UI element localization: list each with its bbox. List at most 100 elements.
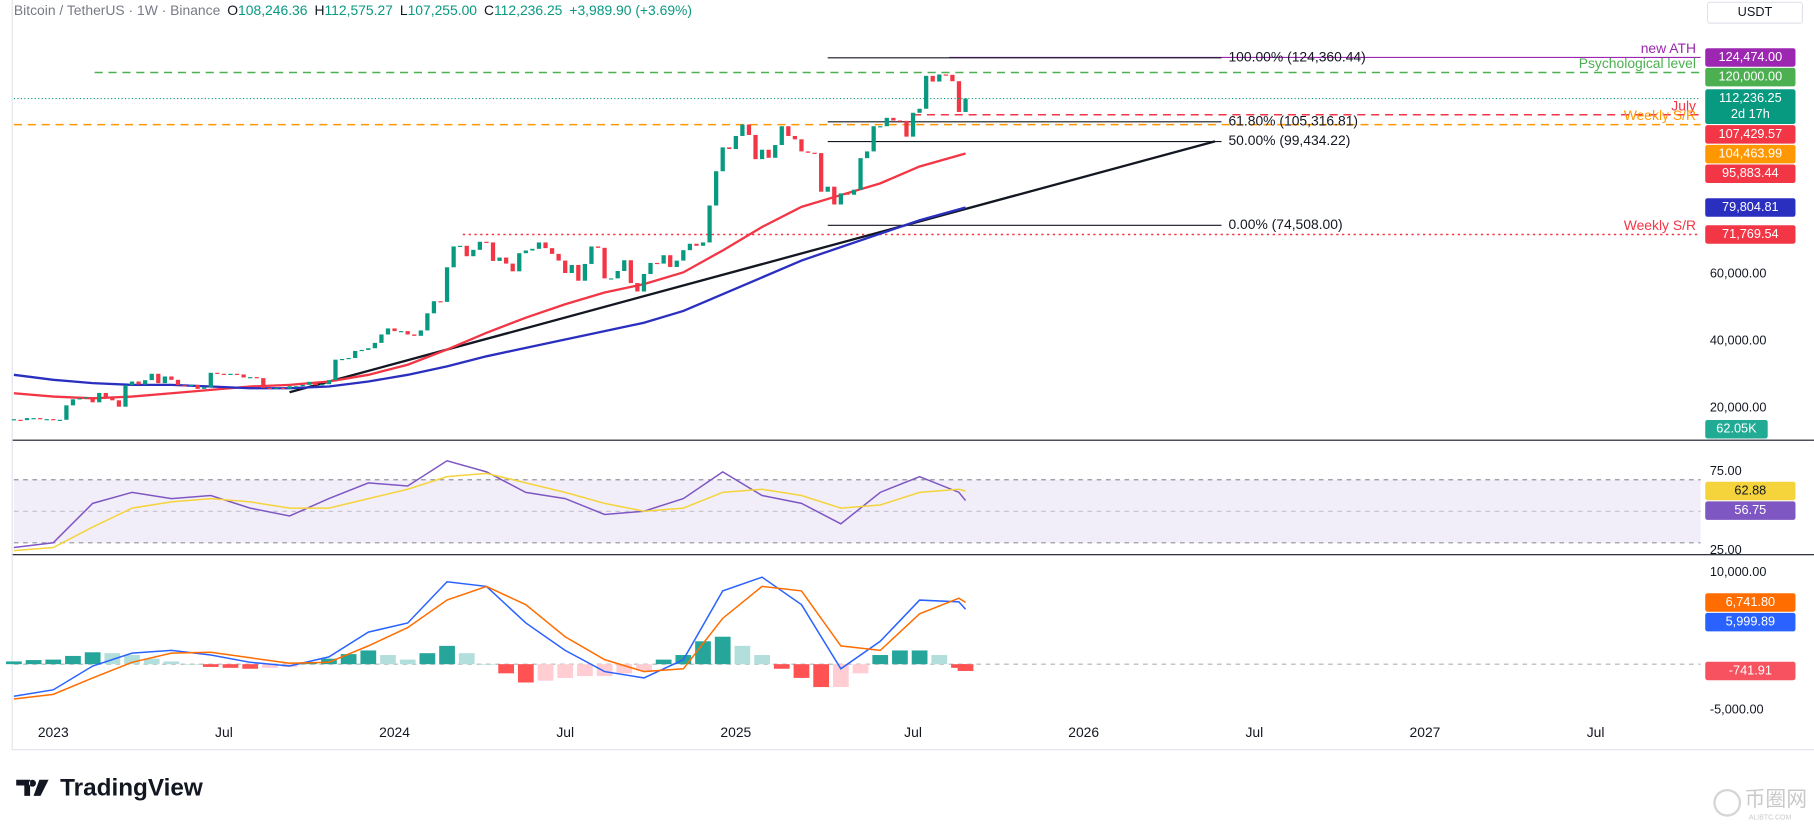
histogram-bar [360,650,377,665]
candle [884,117,889,127]
y-tick-label: 40,000.00 [1710,333,1767,348]
ohlc-value: 112,575.27 [324,2,393,18]
candle [38,418,43,420]
candle [779,126,784,146]
candle [615,270,620,279]
fib-label: 61.80% (105,316.81) [1228,112,1358,128]
watermark-icon [1713,788,1742,817]
candle [280,387,286,390]
candle [208,372,213,388]
candle [543,242,548,249]
candle [556,253,561,261]
price-tag-label: 56.75 [1734,502,1766,517]
ohlc-value: 112,236.25 [494,2,563,18]
fib-label: 0.00% (74,508.00) [1228,216,1342,232]
currency[interactable]: USDT [1738,4,1773,19]
price-tag [1705,198,1796,217]
histogram-bar [832,664,849,688]
change: +3,989.90 (+3.69%) [569,2,692,18]
histogram-bar [616,664,633,674]
price-tag [1705,48,1796,67]
candle [90,397,95,403]
price-tag [1705,612,1796,632]
candle [569,264,574,274]
price-tag-label: 107,429.57 [1719,126,1783,141]
histogram-bar [399,659,416,665]
candle [346,357,351,360]
candle [162,376,167,384]
y-tick-label: 25.00 [1710,542,1742,557]
candle [241,374,246,378]
candle [897,120,903,122]
candle [471,249,476,257]
candle [950,74,955,82]
indicator-line [13,472,966,552]
histogram-bar [695,641,711,665]
candle [18,419,23,421]
histogram-bar [931,655,948,665]
candle [733,135,738,150]
candle [622,260,627,271]
candle [497,257,502,261]
candle [221,373,227,375]
watermark-text: 币圈网 [1745,788,1807,811]
x-tick-label: 2024 [379,724,410,740]
candle [753,134,758,160]
candle [70,399,76,406]
volume-tag [1705,419,1768,439]
histogram-bar [163,661,180,665]
candle [845,193,850,195]
candle [339,358,345,361]
price-tag [1705,164,1796,184]
currency-box[interactable] [1706,1,1803,24]
histogram-bar [537,664,554,681]
candle [786,126,791,136]
candle [930,75,935,82]
ohlc-key: O [227,2,238,18]
price-tag-label: -741.91 [1729,662,1772,677]
candle [746,124,752,135]
price-tag [1705,225,1796,244]
x-tick-label: Jul [904,724,922,740]
candle [31,418,36,420]
histogram-bar [852,664,869,674]
histogram-bar [183,664,199,665]
candle [864,151,870,159]
candle [293,386,299,388]
histogram-bar [793,664,810,678]
candle [825,186,830,192]
histogram-bar [892,650,908,665]
candle [353,350,358,358]
watermark: 币圈网 ALIBTC.COM [1713,788,1807,822]
moving-average [13,152,966,400]
candle [333,359,338,381]
indicator-line [13,576,967,697]
fib-label: 50.00% (99,434.22) [1228,132,1350,148]
candle [635,283,640,292]
candle [156,373,161,384]
candle [720,147,725,172]
candle [674,260,679,267]
histogram-bar [498,664,515,674]
x-tick-label: Jul [556,724,574,740]
price-tag [1705,501,1796,520]
axis-layer: 20,000.0040,000.0060,000.0025.0050.0075.… [38,265,1767,740]
histogram-bar [557,664,574,678]
candle [740,124,745,136]
histogram-bar [321,658,337,665]
histogram-bar [84,652,101,665]
candle [464,245,469,257]
histogram-bar [419,653,436,665]
price-tag [1705,125,1796,144]
price-tag [1705,89,1796,125]
candle [195,384,200,389]
candle [943,74,948,76]
candle [549,248,555,254]
candle [910,112,916,137]
candle [51,419,56,421]
histogram-bar [478,664,495,665]
candle [215,372,220,374]
brand: TradingView [60,774,203,801]
